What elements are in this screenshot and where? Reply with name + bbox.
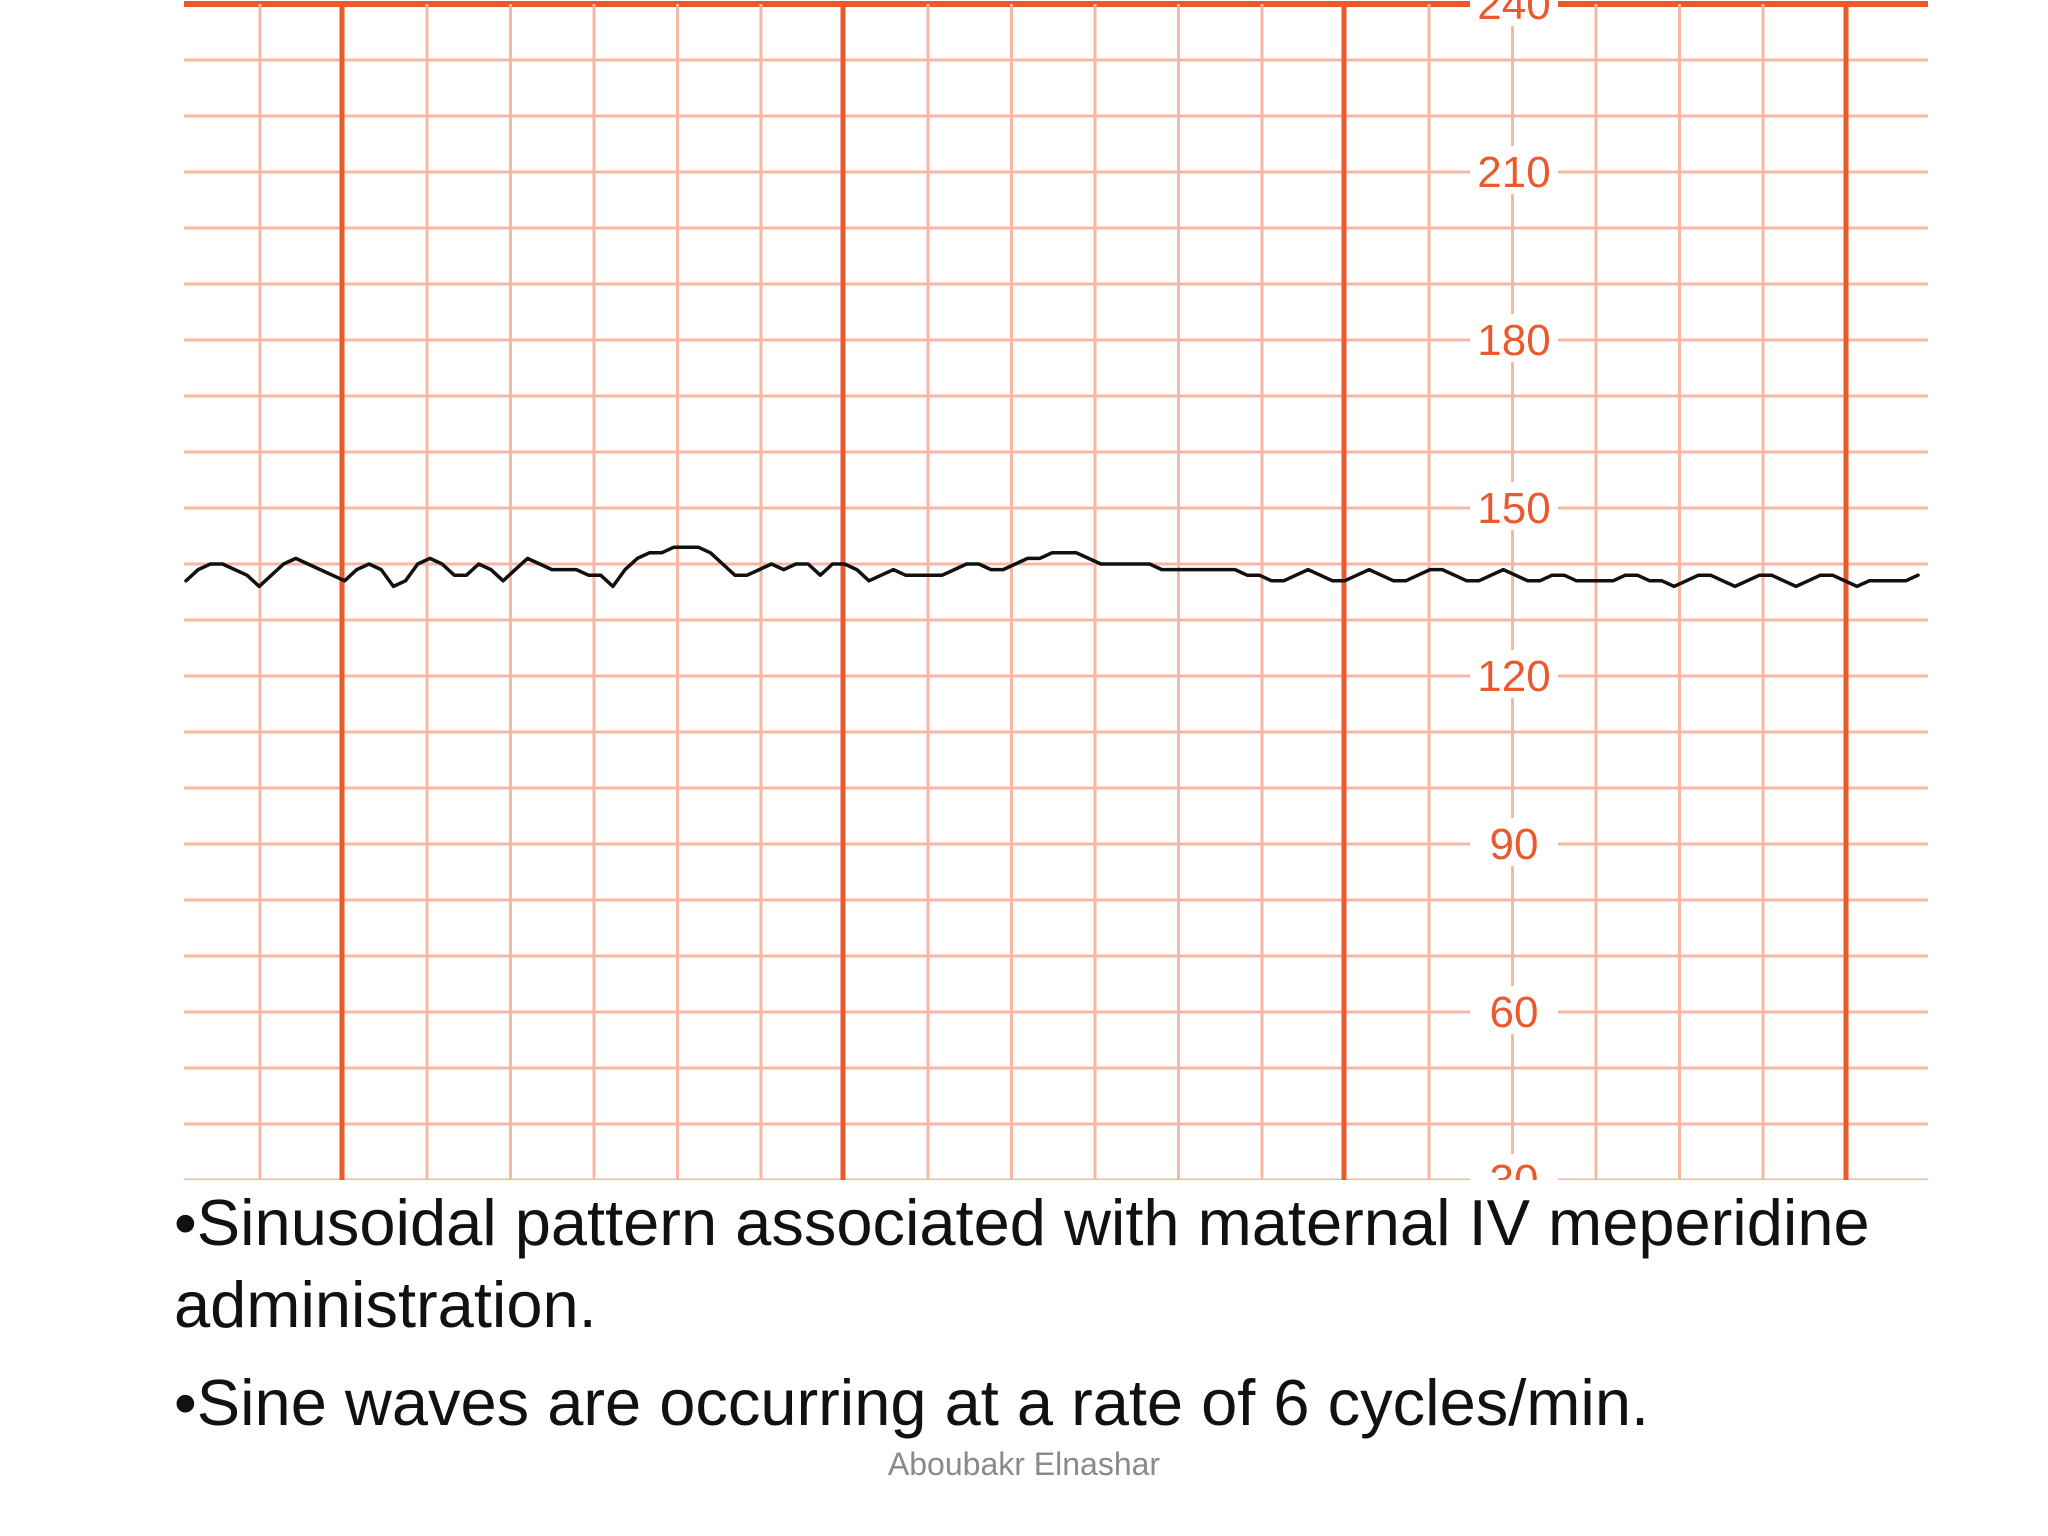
tick-label-backing xyxy=(1470,986,1558,1034)
tick-label-backing xyxy=(1470,146,1558,194)
y-tick-label: 60 xyxy=(1490,988,1539,1037)
minor-grid xyxy=(184,1,1928,1180)
tick-label-backing xyxy=(1470,0,1558,26)
major-grid xyxy=(339,4,1849,1180)
tick-label-backing xyxy=(1470,650,1558,698)
tick-label-backing xyxy=(1470,1154,1558,1180)
y-tick-labels: 240 210 180 150 120 90 60 30 xyxy=(1470,0,1558,1180)
tick-label-backing xyxy=(1470,482,1558,530)
y-tick-label: 120 xyxy=(1477,652,1550,701)
y-tick-label: 240 xyxy=(1477,0,1550,29)
caption-sinusoidal-pattern: •Sinusoidal pattern associated with mate… xyxy=(174,1186,1870,1341)
caption-sine-wave-rate: •Sine waves are occurring at a rate of 6… xyxy=(174,1366,1650,1439)
fetal-heart-rate-trace xyxy=(184,545,1920,589)
tick-label-backing xyxy=(1470,314,1558,362)
y-tick-label: 30 xyxy=(1490,1156,1539,1180)
y-tick-label: 90 xyxy=(1490,820,1539,869)
fetal-heart-rate-chart: 240 210 180 150 120 90 60 30 xyxy=(184,0,1928,1180)
tick-label-backing xyxy=(1470,818,1558,866)
footer-author: Aboubakr Elnashar xyxy=(887,1446,1161,1482)
y-tick-label: 210 xyxy=(1477,148,1550,197)
y-tick-label: 150 xyxy=(1477,484,1550,533)
y-tick-label: 180 xyxy=(1477,316,1550,365)
